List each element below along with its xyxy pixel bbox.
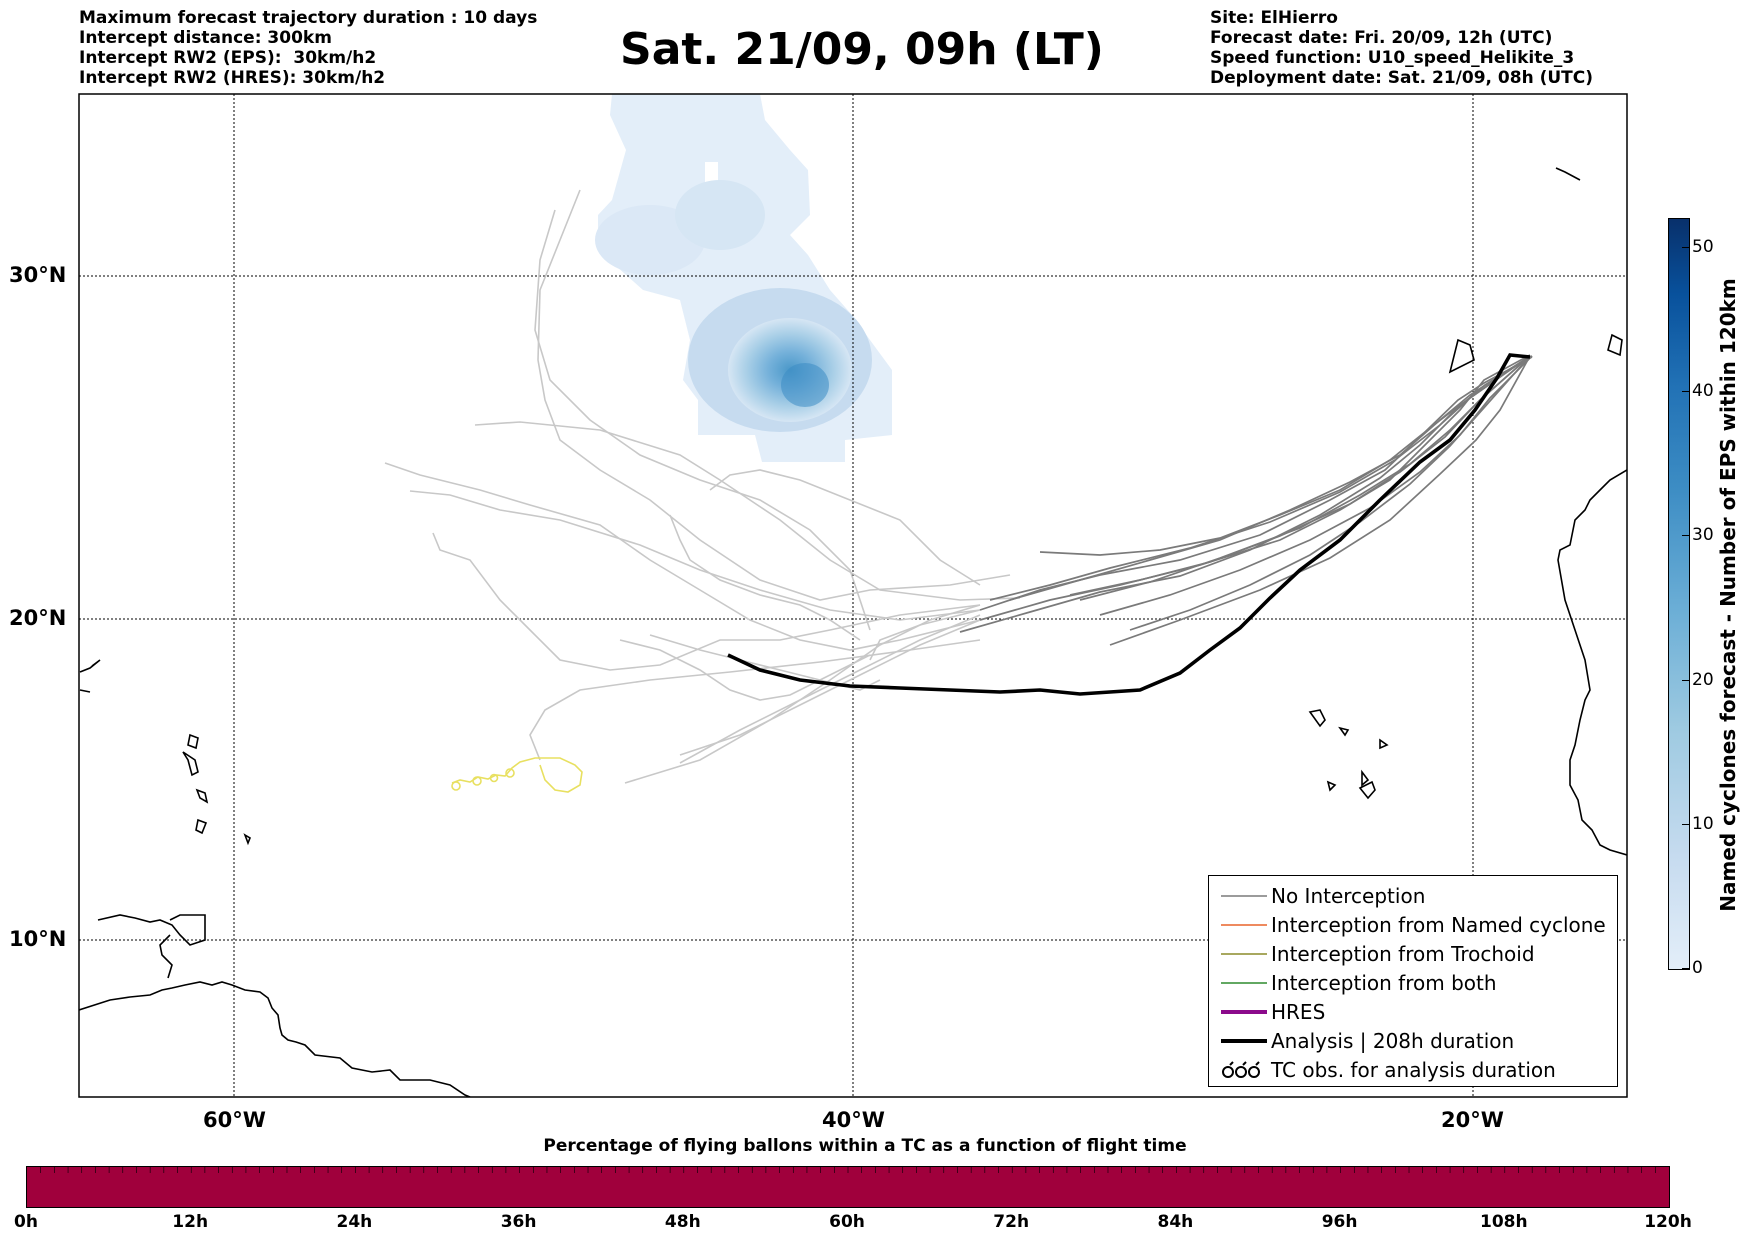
colorbar-tick-mark — [1682, 823, 1690, 825]
colorbar-tick-label: 10 — [1692, 813, 1714, 834]
header-intercept-distance: Intercept distance: 300km — [79, 28, 332, 48]
lat-label-20n: 20°N — [9, 606, 67, 630]
header-forecast-date: Forecast date: Fri. 20/09, 12h (UTC) — [1210, 28, 1553, 48]
flight-time-tick-label: 108h — [1480, 1212, 1528, 1232]
lon-label-20w: 20°W — [1441, 1108, 1504, 1132]
legend-purple-line-icon — [1221, 1010, 1267, 1014]
lat-label-10n: 10°N — [9, 927, 67, 951]
flight-time-tick-label: 24h — [336, 1212, 373, 1232]
no-interception-trajectories — [959, 354, 1533, 646]
legend-loop-symbol-icon — [1222, 1061, 1260, 1078]
legend-label: Interception from both — [1271, 971, 1497, 995]
flight-time-tick-label: 84h — [1157, 1212, 1194, 1232]
legend-green-line-icon — [1221, 982, 1267, 984]
analysis-trajectory — [727, 353, 1531, 696]
header-deployment-date: Deployment date: Sat. 21/09, 08h (UTC) — [1210, 68, 1594, 88]
flight-time-tick-label: 12h — [172, 1212, 209, 1232]
legend-label: No Interception — [1271, 884, 1426, 908]
eps-trajectories — [384, 189, 1021, 784]
flight-time-tick-label: 48h — [664, 1212, 701, 1232]
legend-item-both: Interception from both — [1209, 969, 1617, 998]
density-colorbar — [1668, 218, 1690, 970]
colorbar-tick-label: 40 — [1692, 381, 1714, 402]
map-frame — [78, 93, 1628, 1098]
flight-time-tick-label: 72h — [993, 1212, 1030, 1232]
tc-obs-track — [451, 757, 583, 793]
flight-time-tick-label: 60h — [829, 1212, 865, 1232]
header-intercept-eps: Intercept RW2 (EPS): 30km/h2 — [79, 48, 377, 68]
legend-item-analysis: Analysis | 208h duration — [1209, 1027, 1617, 1056]
legend-label: Interception from Trochoid — [1271, 942, 1535, 966]
header-speed-function: Speed function: U10_speed_Helikite_3 — [1210, 48, 1575, 68]
colorbar-tick-label: 50 — [1692, 236, 1714, 257]
legend-label: TC obs. for analysis duration — [1271, 1058, 1556, 1082]
lon-label-40w: 40°W — [822, 1108, 885, 1132]
colorbar-tick-mark — [1682, 246, 1690, 248]
colorbar-tick-label: 20 — [1692, 669, 1714, 690]
header-intercept-hres: Intercept RW2 (HRES): 30km/h2 — [79, 68, 386, 88]
legend-black-line-icon — [1221, 1039, 1267, 1043]
lat-label-30n: 30°N — [9, 263, 67, 287]
legend-item-tc-obs: TC obs. for analysis duration — [1209, 1056, 1617, 1085]
colorbar-tick-mark — [1682, 535, 1690, 537]
colorbar-tick-label: 0 — [1692, 958, 1703, 978]
page-title: Sat. 21/09, 09h (LT) — [620, 24, 1104, 75]
legend-gray-line-icon — [1221, 895, 1267, 897]
legend-olive-line-icon — [1221, 953, 1267, 955]
legend-orange-line-icon — [1221, 924, 1267, 926]
colorbar-title: Named cyclones forecast - Number of EPS … — [1716, 278, 1740, 912]
flight-time-tick-label: 96h — [1321, 1212, 1358, 1232]
map-legend: No Interception Interception from Named … — [1208, 875, 1618, 1087]
flight-time-tick-label: 36h — [500, 1212, 537, 1232]
flight-time-bar-ticks — [40, 1167, 1656, 1173]
header-right-info: Site: ElHierro Forecast date: Fri. 20/09… — [1210, 8, 1593, 88]
flight-time-bar-title: Percentage of flying ballons within a TC… — [543, 1136, 1187, 1156]
legend-item-named-cyclone: Interception from Named cyclone — [1209, 911, 1617, 940]
colorbar-tick-mark — [1682, 968, 1690, 969]
colorbar-tick-mark — [1682, 391, 1690, 393]
eps-density-field — [595, 94, 892, 462]
legend-item-no-interception: No Interception — [1209, 882, 1617, 911]
legend-label: Analysis | 208h duration — [1271, 1029, 1515, 1053]
legend-item-trochoid: Interception from Trochoid — [1209, 940, 1617, 969]
header-left-info: Maximum forecast trajectory duration : 1… — [79, 8, 537, 88]
colorbar-tick-label: 30 — [1692, 525, 1714, 546]
flight-time-tick-label: 120h — [1644, 1212, 1692, 1232]
flight-time-tick-label: 0h — [14, 1212, 38, 1232]
lon-label-60w: 60°W — [203, 1108, 266, 1132]
header-site: Site: ElHierro — [1210, 8, 1338, 28]
coastlines — [79, 167, 1627, 1097]
legend-label: HRES — [1271, 1000, 1326, 1024]
legend-label: Interception from Named cyclone — [1271, 913, 1606, 937]
header-max-duration: Maximum forecast trajectory duration : 1… — [79, 8, 538, 28]
flight-time-bar — [26, 1166, 1670, 1208]
colorbar-tick-mark — [1682, 679, 1690, 681]
legend-item-hres: HRES — [1209, 998, 1617, 1027]
